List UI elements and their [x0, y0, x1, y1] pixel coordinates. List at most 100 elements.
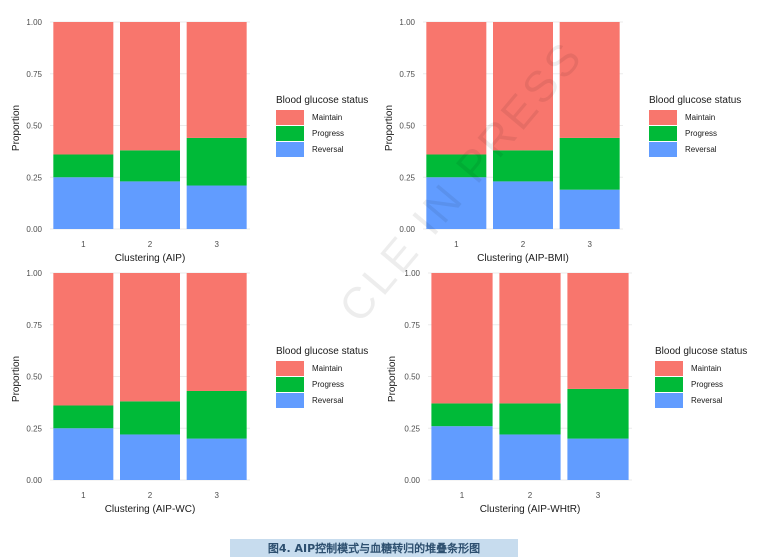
legend-label: Maintain [312, 113, 342, 122]
legend: Blood glucose status Maintain Progress Reve… [655, 346, 747, 408]
legend-swatch-maintain [649, 110, 677, 125]
bar-segment-progress [186, 137, 247, 186]
y-tick-label: 0.25 [404, 424, 420, 433]
legend-swatch-reversal [655, 393, 683, 408]
legend-swatch-progress [276, 126, 304, 141]
legend-swatch-progress [276, 377, 304, 392]
bar-segment-maintain [120, 273, 180, 402]
y-tick-label: 0.75 [26, 70, 42, 79]
x-axis-title: Clustering (AIP-BMI) [477, 253, 569, 264]
y-tick-label: 0.75 [404, 321, 420, 330]
x-tick-label: 3 [587, 240, 592, 249]
legend-label: Maintain [685, 113, 715, 122]
bar-segment-progress [53, 154, 114, 178]
bar-segment-maintain [431, 273, 493, 404]
bar-segment-reversal [186, 185, 247, 229]
y-axis-title: Proportion [11, 105, 22, 151]
y-tick-label: 0.00 [26, 476, 42, 485]
legend-label: Progress [685, 129, 717, 138]
bar-segment-progress [426, 154, 487, 178]
x-tick-label: 2 [528, 491, 533, 500]
bar-segment-maintain [186, 273, 247, 391]
bar-segment-maintain [53, 22, 114, 155]
bar-segment-progress [559, 137, 620, 190]
legend-title: Blood glucose status [655, 346, 747, 357]
bar-segment-maintain [426, 22, 487, 155]
chart-panel-4: 0.00 0.25 0.50 0.75 1.00 1 2 3 Clustering (AIP-W… [387, 269, 747, 515]
legend-title: Blood glucose status [649, 95, 741, 106]
y-tick-label: 0.75 [399, 70, 415, 79]
bar-segment-reversal [186, 438, 247, 480]
bar-segment-reversal [493, 181, 553, 229]
legend-swatch-reversal [649, 142, 677, 157]
y-tick-label: 1.00 [26, 18, 42, 27]
legend-swatch-reversal [276, 142, 304, 157]
y-tick-label: 0.50 [404, 373, 420, 382]
x-axis-title: Clustering (AIP-WC) [105, 504, 196, 515]
bar-segment-maintain [567, 273, 629, 389]
bar-segment-maintain [499, 273, 561, 404]
bar-segment-reversal [559, 189, 620, 229]
y-axis-title: Proportion [387, 356, 398, 402]
y-axis-title: Proportion [11, 356, 22, 402]
bar-segment-reversal [53, 428, 114, 480]
legend-swatch-reversal [276, 393, 304, 408]
bar-segment-reversal [120, 181, 180, 229]
figure-caption: 图4. AIP控制模式与血糖转归的堆叠条形图 [230, 539, 518, 557]
bar-segment-progress [186, 390, 247, 439]
bar-segment-progress [567, 388, 629, 439]
y-tick-label: 0.00 [404, 476, 420, 485]
x-axis-title: Clustering (AIP) [115, 253, 186, 264]
y-tick-label: 0.50 [399, 122, 415, 131]
bar-segment-reversal [567, 438, 629, 480]
legend-label: Progress [312, 129, 344, 138]
bar-segment-reversal [431, 426, 493, 480]
x-tick-label: 1 [81, 491, 86, 500]
x-tick-label: 3 [214, 491, 219, 500]
bar-segment-progress [499, 403, 561, 435]
bar-segment-reversal [120, 434, 180, 480]
x-tick-label: 1 [454, 240, 459, 249]
y-tick-label: 0.75 [26, 321, 42, 330]
y-tick-label: 1.00 [404, 269, 420, 278]
bar-segment-reversal [499, 434, 561, 480]
x-tick-label: 2 [521, 240, 526, 249]
bar-segment-progress [120, 401, 180, 435]
bar-segment-maintain [53, 273, 114, 406]
y-tick-label: 1.00 [399, 18, 415, 27]
y-tick-label: 0.25 [26, 173, 42, 182]
legend-label: Reversal [691, 396, 723, 405]
bar-segment-progress [493, 150, 553, 182]
legend-label: Progress [312, 380, 344, 389]
legend-swatch-progress [649, 126, 677, 141]
x-tick-label: 2 [148, 240, 153, 249]
legend-label: Reversal [312, 396, 344, 405]
bar-segment-progress [431, 403, 493, 427]
legend-swatch-progress [655, 377, 683, 392]
x-tick-label: 1 [460, 491, 465, 500]
x-tick-label: 2 [148, 491, 153, 500]
y-tick-label: 1.00 [26, 269, 42, 278]
legend: Blood glucose status Maintain Progress Reve… [649, 95, 741, 157]
bar-segment-reversal [53, 177, 114, 229]
legend-title: Blood glucose status [276, 346, 368, 357]
x-tick-label: 3 [596, 491, 601, 500]
bar-segment-maintain [120, 22, 180, 151]
legend-label: Reversal [312, 145, 344, 154]
stacked-bar-figure: 0.00 0.25 0.50 0.75 1.00 1 2 3 Clustering (AIP) P… [11, 18, 747, 515]
bar-segment-maintain [493, 22, 553, 151]
x-tick-label: 3 [214, 240, 219, 249]
chart-panel-2: 0.00 0.25 0.50 0.75 1.00 1 2 3 Clustering (AIP-B… [384, 18, 741, 264]
x-tick-label: 1 [81, 240, 86, 249]
y-tick-label: 0.00 [26, 225, 42, 234]
legend-label: Reversal [685, 145, 717, 154]
bar-segment-reversal [426, 177, 487, 229]
x-axis-title: Clustering (AIP-WHtR) [480, 504, 581, 515]
legend: Blood glucose status Maintain Progress Reve… [276, 95, 368, 157]
legend-label: Maintain [691, 364, 721, 373]
bar-segment-progress [53, 405, 114, 429]
y-tick-label: 0.25 [26, 424, 42, 433]
legend-label: Progress [691, 380, 723, 389]
y-tick-label: 0.50 [26, 122, 42, 131]
bar-segment-maintain [186, 22, 247, 138]
